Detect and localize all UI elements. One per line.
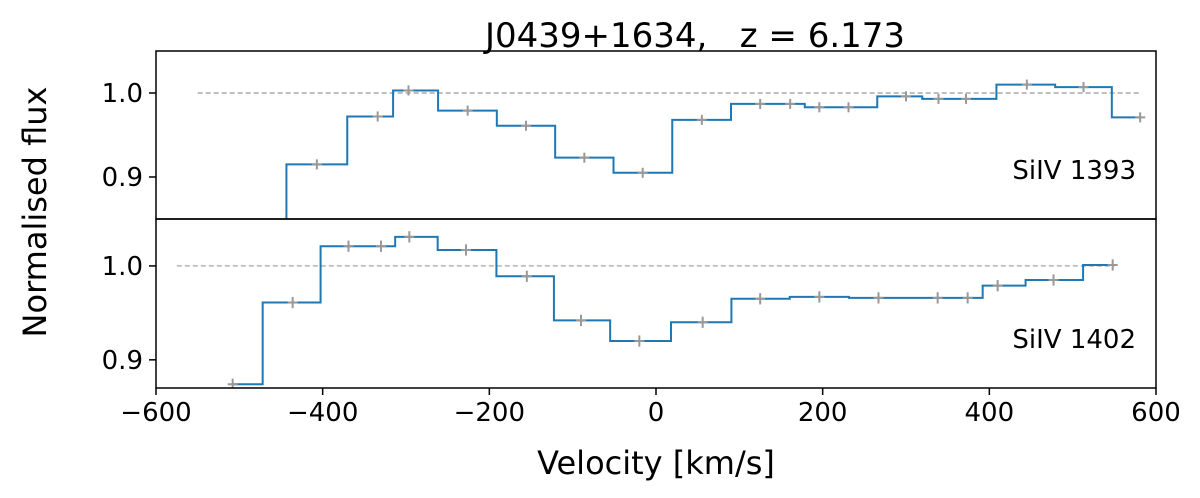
panel-siiv-1393: 0.9 1.0 SiIV 1393 <box>102 50 1157 220</box>
y-tick-label: 1.0 <box>102 252 143 282</box>
y-axis-label: Normalised flux <box>16 87 54 338</box>
panel-siiv-1402: 0.9 1.0 SiIV 1402 <box>102 218 1157 389</box>
x-tick-label: 600 <box>1131 398 1181 428</box>
x-axis-label: Velocity [km/s] <box>537 444 775 482</box>
panel-label: SiIV 1393 <box>1012 156 1136 186</box>
x-tick-label: −200 <box>454 398 525 428</box>
chart-title: J0439+1634, z = 6.173 <box>483 16 905 56</box>
x-tick-label: −600 <box>120 398 191 428</box>
x-tick-label: 400 <box>965 398 1015 428</box>
flux-step-line <box>285 83 1141 219</box>
x-tick-label: 0 <box>648 398 665 428</box>
plot-area <box>197 79 1146 219</box>
x-tick-label: 200 <box>798 398 848 428</box>
panel-frame <box>155 50 1157 220</box>
y-tick-label: 0.9 <box>102 163 143 193</box>
panel-label: SiIV 1402 <box>1012 325 1136 355</box>
y-tick-label: 1.0 <box>102 79 143 109</box>
x-axis: −600 −400 −200 0 200 400 600 <box>120 388 1181 428</box>
x-tick-label: −400 <box>287 398 358 428</box>
flux-step-line <box>232 235 1113 386</box>
plot-area <box>176 231 1118 388</box>
y-tick-label: 0.9 <box>102 346 143 376</box>
